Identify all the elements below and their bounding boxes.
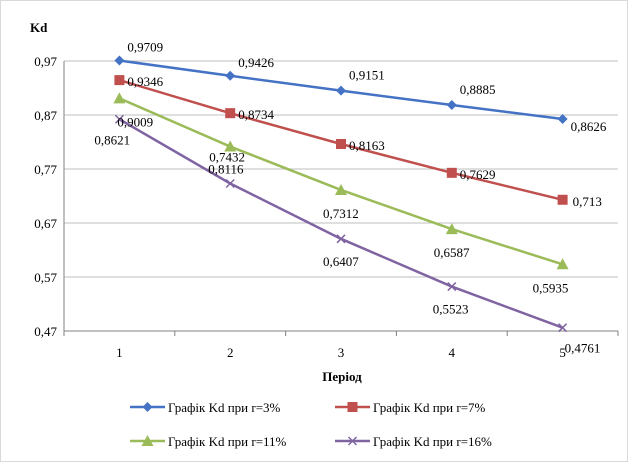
y-tick-label: 0,57 (34, 270, 57, 285)
data-label: 0,9346 (127, 74, 163, 89)
x-marker (225, 178, 235, 189)
x-marker (558, 323, 568, 333)
legend-entry: Графік Kd при r=16% (335, 434, 492, 449)
y-tick-label: 0,87 (34, 108, 57, 123)
y-tick-label: 0,97 (34, 54, 57, 69)
legend-label: Графік Kd при r=11% (168, 434, 287, 449)
square-marker (336, 138, 346, 149)
legend-entry: Графік Kd при r=3% (130, 400, 281, 415)
data-label: 0,9151 (349, 68, 385, 83)
x-marker (336, 234, 346, 244)
diamond-marker (114, 55, 125, 66)
x-tick-label: 1 (116, 345, 123, 360)
x-tick-label: 3 (338, 345, 345, 360)
triangle-marker (556, 258, 569, 270)
legend-label: Графік Kd при r=7% (373, 400, 486, 415)
data-label: 0,6587 (434, 245, 470, 260)
data-label: 0,9009 (117, 114, 153, 129)
square-marker (114, 75, 125, 86)
data-label: 0,713 (573, 194, 602, 209)
legend-label: Графік Kd при r=3% (168, 400, 281, 415)
data-label: 0,5523 (433, 302, 469, 317)
triangle-marker (224, 140, 237, 152)
diamond-marker (142, 402, 153, 412)
x-marker-stroke (336, 234, 346, 244)
triangle-marker (113, 92, 126, 104)
diamond-marker (557, 113, 568, 124)
data-labels: 0,9709 0,9426 0,9151 0,8885 0,8626 0,9346 0,87… (94, 40, 606, 356)
data-label: 0,8885 (460, 82, 496, 97)
x-marker (447, 282, 457, 292)
x-marker-stroke (225, 178, 235, 189)
data-label: 0,4761 (565, 341, 601, 356)
square-marker (557, 194, 568, 205)
x-axis-title: Період (322, 369, 362, 384)
y-tick-label: 0,47 (34, 324, 57, 339)
y-tick-label: 0,77 (34, 162, 57, 177)
data-label: 0,8163 (349, 138, 385, 153)
data-label: 0,8621 (94, 132, 130, 147)
data-label: 0,8734 (238, 107, 274, 122)
triangle-marker (141, 435, 154, 446)
x-marker-stroke (347, 436, 358, 446)
x-marker-stroke (447, 282, 457, 292)
data-label: 0,7432 (209, 149, 245, 164)
legend-entry: Графік Kd при r=7% (335, 400, 486, 415)
data-label: 0,7312 (323, 206, 359, 221)
data-label: 0,8626 (571, 119, 607, 134)
x-marker (347, 436, 358, 446)
triangle-marker (445, 223, 458, 235)
diamond-marker (446, 100, 457, 111)
x-tick-label: 4 (449, 345, 456, 360)
data-label: 0,6407 (323, 254, 359, 269)
x-tick-label: 2 (227, 345, 234, 360)
data-label: 0,8116 (208, 162, 244, 177)
square-marker (225, 108, 236, 119)
series-markers (113, 55, 569, 333)
data-label: 0,9426 (238, 55, 274, 70)
x-marker (114, 114, 124, 124)
x-marker-stroke (558, 323, 568, 333)
legend-entry: Графік Kd при r=11% (130, 434, 287, 449)
diamond-marker (225, 70, 236, 81)
data-label: 0,5935 (533, 280, 569, 295)
square-marker (446, 167, 457, 178)
data-label: 0,7629 (460, 167, 496, 182)
diamond-marker (336, 85, 346, 96)
square-marker (347, 402, 358, 412)
x-tick-label: 5 (559, 345, 566, 360)
y-axis-title: Kd (30, 20, 48, 35)
x-marker-stroke (114, 114, 124, 124)
triangle-marker (335, 183, 347, 195)
legend-label: Графік Kd при r=16% (373, 434, 492, 449)
legend: Графік Kd при r=3% Графік Kd при r=7% Граф… (130, 400, 492, 449)
y-tick-label: 0,67 (34, 216, 57, 231)
data-label: 0,9709 (127, 40, 163, 55)
axes: 0,97 0,87 0,77 0,67 0,57 0,47 1 2 3 4 5 (34, 54, 619, 360)
